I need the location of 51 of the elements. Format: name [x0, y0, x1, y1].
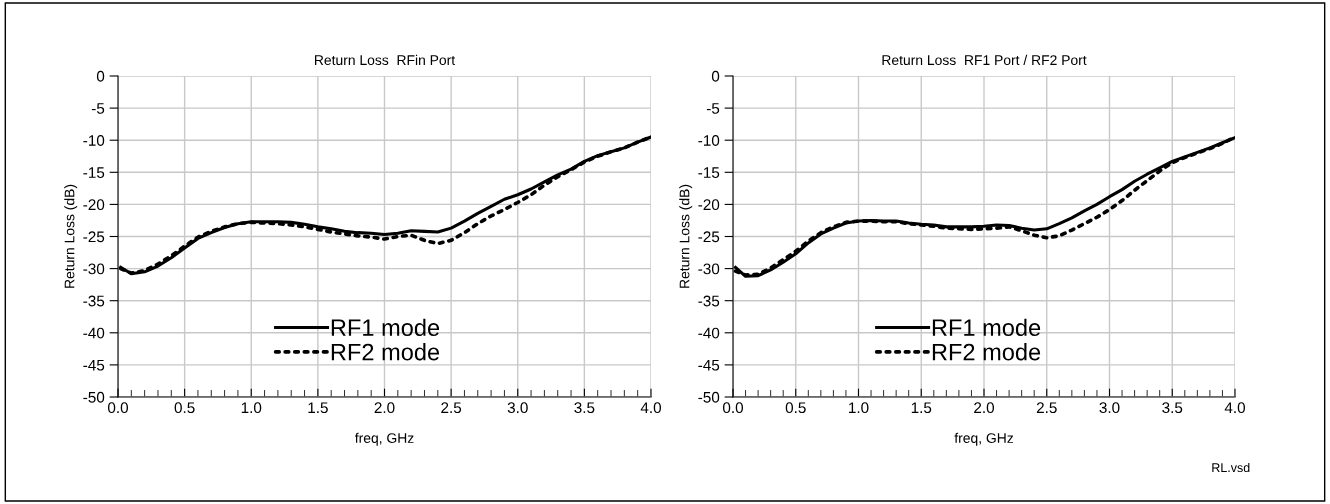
y-axis-title: Return Loss (dB): [64, 184, 78, 288]
x-tick-label: 4.0: [1224, 402, 1246, 414]
y-tick-label: 0: [711, 70, 720, 82]
x-tick-label: 3.5: [574, 402, 595, 414]
legend-label: RF1 mode: [932, 318, 1041, 337]
y-tick-label: -15: [83, 167, 105, 178]
y-tick-label: -5: [91, 103, 105, 114]
x-axis-title: freq, GHz: [954, 432, 1014, 446]
y-tick-label: -45: [83, 359, 105, 371]
y-tick-label: -50: [698, 391, 720, 403]
x-tick-label: 2.0: [374, 402, 395, 414]
y-tick-label: 0: [96, 70, 105, 82]
y-tick-label: -45: [698, 359, 720, 371]
y-tick-label: -20: [83, 199, 105, 211]
x-axis-title: freq, GHz: [354, 432, 414, 446]
y-tick-label: -20: [698, 199, 720, 211]
y-tick-label: -25: [698, 231, 720, 243]
y-tick-label: -30: [83, 263, 105, 275]
x-tick-label: 4.0: [640, 402, 662, 414]
legend-label: RF1 mode: [331, 318, 440, 337]
x-tick-label: 0.0: [107, 402, 129, 414]
x-tick-label: 0.5: [785, 402, 806, 414]
y-tick-label: -40: [83, 327, 105, 339]
x-tick-label: 3.5: [1162, 402, 1183, 414]
x-tick-label: 2.0: [974, 402, 995, 414]
x-tick-label: 0.0: [722, 402, 744, 414]
y-tick-label: -25: [83, 231, 105, 243]
text: RL.vsd: [1212, 462, 1250, 473]
y-tick-label: -40: [698, 327, 720, 339]
y-tick-label: -5: [706, 103, 720, 114]
y-tick-label: -35: [698, 295, 720, 307]
y-tick-label: -10: [698, 135, 720, 146]
x-tick-label: 3.0: [507, 402, 528, 414]
y-tick-label: -15: [698, 167, 720, 178]
chart-title: Return Loss RFin Port: [315, 54, 456, 66]
y-tick-label: -30: [698, 263, 720, 275]
x-tick-label: 1.5: [308, 402, 328, 414]
x-tick-label: 1.5: [911, 402, 932, 414]
chart-title: Return Loss RF1 Port / RF2 Port: [882, 54, 1087, 66]
y-axis-title: Return Loss (dB): [679, 184, 693, 288]
x-tick-label: 1.0: [241, 402, 262, 414]
y-tick-label: -35: [83, 295, 105, 307]
y-tick-label: -50: [83, 391, 105, 403]
x-tick-label: 3.0: [1099, 402, 1120, 414]
x-tick-label: 0.5: [174, 402, 195, 414]
y-tick-label: -10: [83, 135, 105, 146]
x-tick-label: 2.5: [1036, 402, 1057, 414]
x-tick-label: 2.5: [441, 402, 462, 414]
x-tick-label: 1.0: [849, 402, 869, 414]
legend-label: RF2 mode: [331, 343, 440, 361]
legend-label: RF2 mode: [932, 343, 1041, 361]
